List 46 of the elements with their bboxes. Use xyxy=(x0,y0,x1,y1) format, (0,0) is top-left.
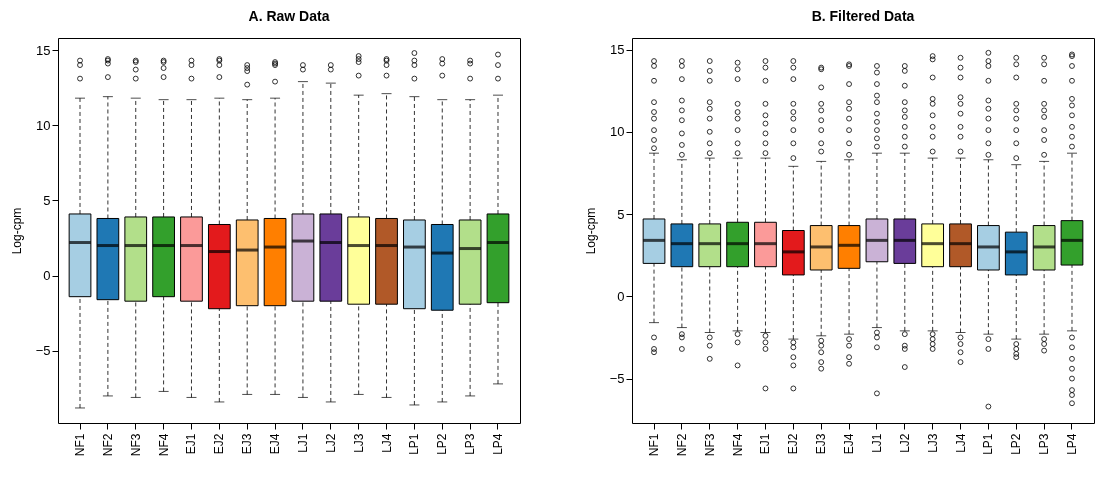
x-tick-label: LP2 xyxy=(435,433,450,455)
y-tick-label: 5 xyxy=(43,192,51,208)
y-tick-label: 0 xyxy=(43,268,51,284)
x-tick-label: LJ1 xyxy=(295,433,310,453)
chart-title: B. Filtered Data xyxy=(811,8,915,24)
x-tick-label: LJ4 xyxy=(953,433,968,453)
x-tick-label: LP4 xyxy=(1064,433,1079,455)
x-tick-label: NF4 xyxy=(156,433,171,457)
x-tick-label: LJ2 xyxy=(323,433,338,453)
x-tick-label: EJ4 xyxy=(268,433,283,455)
x-tick-label: EJ1 xyxy=(184,433,199,455)
x-tick-label: EJ2 xyxy=(212,433,227,455)
x-tick-label: EJ3 xyxy=(240,433,255,455)
x-tick-label: LP3 xyxy=(463,433,478,455)
y-tick-label: −5 xyxy=(35,343,51,359)
chart-title: A. Raw Data xyxy=(248,8,330,24)
x-tick-label: LP4 xyxy=(490,433,505,455)
x-tick-label: LJ1 xyxy=(869,433,884,453)
y-tick-label: 10 xyxy=(36,117,51,133)
y-axis-title: Log-cpm xyxy=(583,207,598,255)
x-tick-label: LJ4 xyxy=(379,433,394,453)
y-tick-label: −5 xyxy=(609,371,625,387)
x-tick-label: LJ2 xyxy=(897,433,912,453)
x-tick-label: LP3 xyxy=(1037,433,1052,455)
x-tick-label: EJ3 xyxy=(814,433,829,455)
y-tick-label: 5 xyxy=(617,206,625,222)
x-tick-label: LP1 xyxy=(407,433,422,455)
y-axis-title: Log-cpm xyxy=(9,207,24,255)
y-tick-label: 15 xyxy=(610,42,625,58)
x-tick-label: EJ1 xyxy=(758,433,773,455)
x-tick-label: NF3 xyxy=(128,433,143,457)
x-tick-label: LP1 xyxy=(981,433,996,455)
x-tick-label: NF1 xyxy=(73,433,88,457)
x-tick-label: NF2 xyxy=(100,433,115,457)
x-tick-label: LP2 xyxy=(1009,433,1024,455)
x-tick-label: NF4 xyxy=(730,433,745,457)
x-tick-label: LJ3 xyxy=(351,433,366,453)
x-tick-label: NF1 xyxy=(647,433,662,457)
x-tick-label: EJ2 xyxy=(786,433,801,455)
x-tick-label: NF2 xyxy=(674,433,689,457)
x-tick-label: NF3 xyxy=(702,433,717,457)
y-tick-label: 15 xyxy=(36,42,51,58)
x-tick-label: EJ4 xyxy=(842,433,857,455)
y-tick-label: 0 xyxy=(617,288,625,304)
x-tick-label: LJ3 xyxy=(925,433,940,453)
y-tick-label: 10 xyxy=(610,124,625,140)
